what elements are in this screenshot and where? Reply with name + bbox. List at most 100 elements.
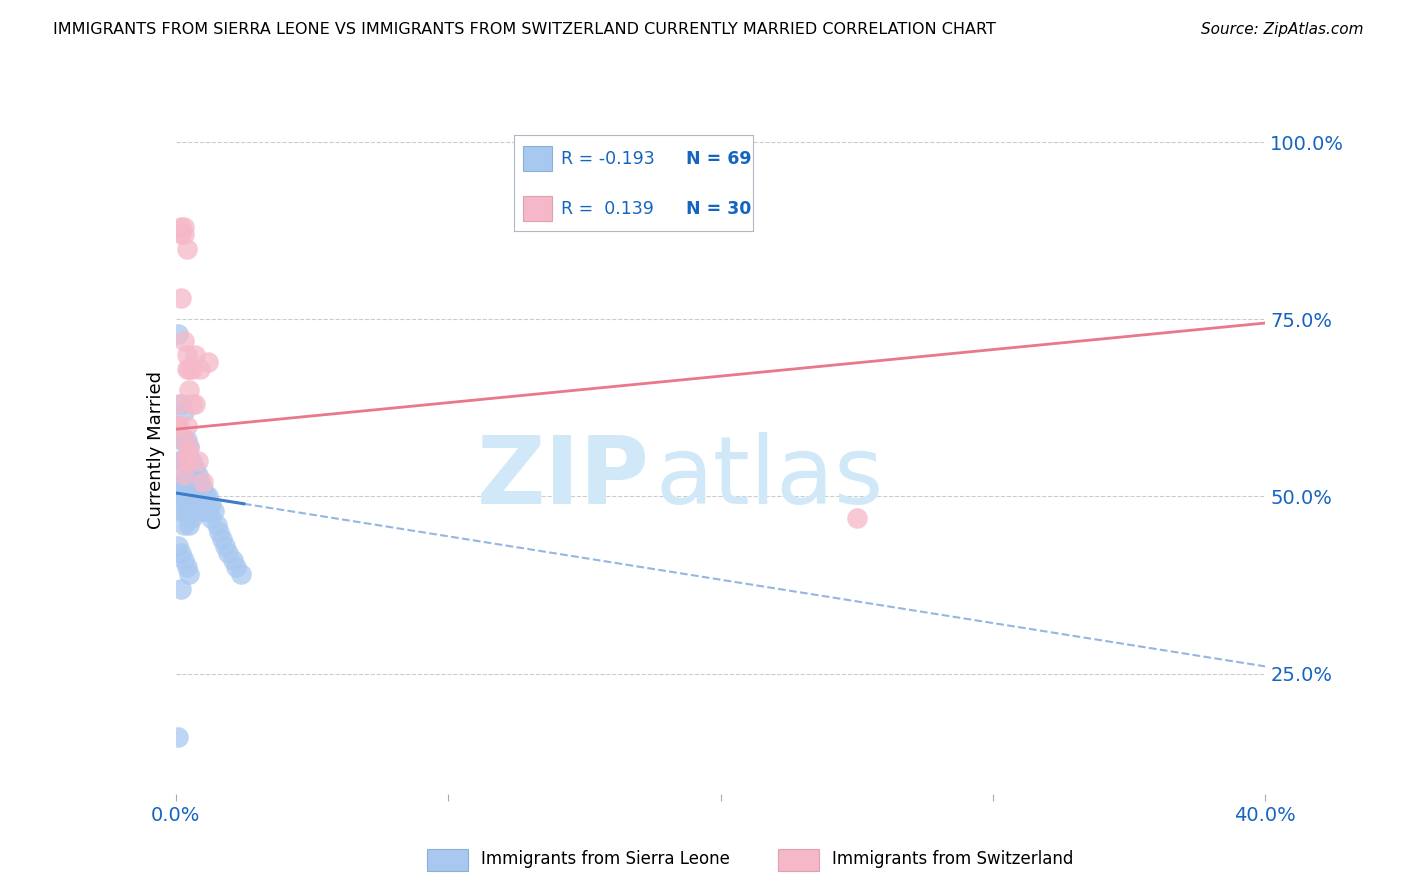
Point (217, 546, 239, 560)
Point (191, 475, 214, 490)
Point (167, 418, 190, 433)
Point (179, 503, 201, 517)
Point (176, 362, 198, 376)
Point (186, 454, 209, 468)
Point (173, 517, 195, 532)
Point (167, 539, 190, 553)
Point (188, 490, 211, 504)
Point (179, 461, 201, 475)
Point (197, 490, 219, 504)
Point (181, 468, 204, 483)
Point (179, 567, 201, 582)
Point (197, 355, 219, 369)
Point (167, 730, 190, 744)
Point (208, 524, 231, 539)
Point (173, 433, 195, 447)
Point (170, 454, 193, 468)
Point (181, 454, 204, 468)
Point (170, 220, 193, 235)
Point (167, 475, 190, 490)
Point (173, 468, 195, 483)
Point (167, 397, 190, 411)
Point (173, 227, 195, 242)
Y-axis label: Currently Married: Currently Married (146, 371, 165, 530)
Point (173, 475, 195, 490)
Point (170, 475, 193, 490)
Point (202, 503, 225, 517)
Point (179, 454, 201, 468)
Point (188, 475, 211, 490)
Point (176, 560, 198, 574)
Point (173, 220, 195, 235)
Point (179, 440, 201, 454)
Point (167, 418, 190, 433)
Point (167, 454, 190, 468)
Point (191, 483, 214, 497)
Point (176, 490, 198, 504)
Point (170, 433, 193, 447)
Point (186, 497, 209, 511)
Text: Source: ZipAtlas.com: Source: ZipAtlas.com (1201, 22, 1364, 37)
Point (214, 539, 236, 553)
Text: Immigrants from Switzerland: Immigrants from Switzerland (832, 850, 1074, 868)
Text: Immigrants from Sierra Leone: Immigrants from Sierra Leone (481, 850, 730, 868)
Point (231, 567, 253, 582)
Point (194, 490, 217, 504)
Point (176, 348, 198, 362)
Point (179, 490, 201, 504)
Point (173, 503, 195, 517)
Point (179, 440, 201, 454)
Point (184, 348, 207, 362)
Point (173, 404, 195, 418)
Point (200, 497, 222, 511)
Point (170, 227, 193, 242)
Point (176, 418, 198, 433)
Point (184, 490, 207, 504)
Point (197, 503, 219, 517)
Point (167, 490, 190, 504)
FancyBboxPatch shape (427, 849, 468, 871)
Text: atlas: atlas (655, 432, 883, 524)
Point (188, 503, 211, 517)
Point (176, 447, 198, 461)
Point (184, 461, 207, 475)
Point (167, 418, 190, 433)
Point (179, 384, 201, 398)
Point (170, 490, 193, 504)
Point (179, 475, 201, 490)
Point (181, 483, 204, 497)
Point (200, 510, 222, 524)
Point (181, 510, 204, 524)
Point (173, 490, 195, 504)
Point (176, 242, 198, 256)
Point (173, 454, 195, 468)
Point (181, 362, 204, 376)
Point (225, 560, 247, 574)
Point (179, 517, 201, 532)
Point (173, 553, 195, 567)
Point (184, 503, 207, 517)
Point (176, 454, 198, 468)
Point (176, 503, 198, 517)
Point (173, 433, 195, 447)
Point (222, 553, 245, 567)
Point (211, 532, 233, 546)
Point (167, 326, 190, 341)
Point (170, 291, 193, 305)
Point (191, 503, 214, 517)
Point (186, 483, 209, 497)
Point (188, 362, 211, 376)
Point (845, 510, 868, 524)
Point (170, 546, 193, 560)
Point (186, 468, 209, 483)
Point (194, 503, 217, 517)
Point (184, 397, 207, 411)
Point (170, 397, 193, 411)
Point (181, 397, 204, 411)
FancyBboxPatch shape (779, 849, 818, 871)
Point (191, 490, 214, 504)
Point (176, 433, 198, 447)
Point (176, 475, 198, 490)
Point (181, 497, 204, 511)
Point (173, 454, 195, 468)
